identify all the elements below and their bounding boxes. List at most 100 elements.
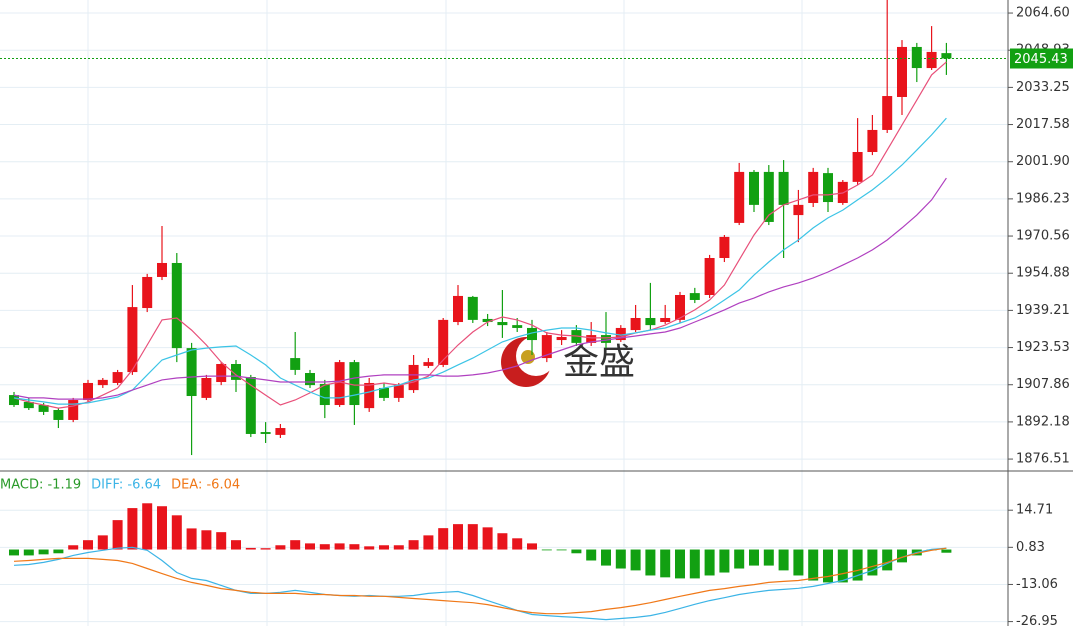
macd-bar (290, 540, 301, 550)
macd-bar (497, 533, 508, 550)
macd-bar (719, 549, 730, 573)
candle-body (852, 152, 863, 182)
candle-body (527, 327, 537, 341)
macd-bar (941, 549, 952, 553)
y-tick-label: 1970.56 (1016, 229, 1070, 244)
macd-bar (660, 549, 671, 578)
macd-bar (112, 520, 123, 550)
indicator-label: DEA: -6.04 (171, 478, 240, 493)
candle-body (216, 364, 227, 383)
macd-bar (127, 508, 138, 550)
line (13, 61, 947, 409)
candle-body (763, 171, 774, 222)
candle-body (186, 348, 197, 397)
macd-bar (23, 549, 34, 556)
candle-body (112, 372, 123, 383)
last-price-box (1010, 48, 1073, 69)
candle-body (467, 296, 478, 320)
macd-bar (97, 535, 108, 550)
macd-bar (275, 545, 286, 550)
candle-body (408, 364, 419, 391)
candle-body (334, 362, 345, 406)
candle-body (438, 319, 449, 365)
candle-body (379, 387, 389, 398)
line (13, 546, 947, 621)
macd-bar (482, 527, 493, 550)
y-tick-label: 14.71 (1016, 503, 1053, 518)
macd-bar (541, 549, 552, 551)
macd-bar (231, 540, 241, 550)
macd-bar (393, 545, 404, 550)
macd-bar (601, 549, 611, 566)
line (13, 177, 947, 400)
macd-bar (438, 528, 449, 550)
candle-body (630, 317, 641, 331)
candle-body (453, 295, 463, 323)
macd-bar (319, 544, 330, 550)
grid (87, 0, 803, 626)
candle-body (897, 46, 907, 97)
macd-bar (201, 530, 212, 550)
macd-bar (349, 544, 360, 550)
macd-bar (467, 524, 478, 550)
candle-body (704, 258, 715, 295)
y-tick-label: 1923.53 (1016, 340, 1070, 355)
candle-body (171, 262, 182, 349)
macd-bar (305, 543, 315, 550)
y-tick-label: 1907.86 (1016, 377, 1070, 392)
candle-body (675, 294, 685, 320)
y-tick-label: 1892.18 (1016, 414, 1070, 429)
candle-body (290, 358, 301, 370)
macd-bar (897, 549, 907, 563)
candle-body (245, 377, 256, 434)
candle-body (127, 307, 138, 373)
y-tick-label: 1954.88 (1016, 266, 1070, 281)
candle-body (260, 432, 271, 434)
candle-body (541, 335, 552, 359)
candle-body (305, 373, 315, 386)
candle-body (53, 410, 64, 420)
y-tick-label: 1986.23 (1016, 191, 1070, 206)
candle-body (586, 335, 597, 343)
y-tick-label: 2033.25 (1016, 80, 1070, 95)
macd-bar (808, 549, 819, 581)
candle-body (497, 322, 508, 326)
candle-body (749, 171, 759, 205)
candle-body (97, 379, 108, 386)
macd-bar (38, 549, 49, 555)
macd-bar (453, 524, 463, 550)
candle-body (823, 173, 833, 203)
y-tick-label: -13.06 (1016, 577, 1058, 592)
last-price-label: 2045.43 (1014, 52, 1068, 67)
macd-bar (778, 549, 789, 571)
macd-bar (216, 532, 227, 550)
candle-body (941, 53, 952, 59)
y-tick-label: -26.95 (1016, 614, 1058, 626)
candle-body (645, 317, 656, 326)
macd-bar (763, 549, 774, 566)
macd-bar (364, 546, 375, 550)
macd-bar (157, 506, 167, 550)
macd-bar (882, 549, 893, 571)
candle-body (319, 383, 330, 406)
candle-body (867, 129, 878, 153)
macd-bar (645, 549, 656, 576)
macd-bar (408, 540, 419, 550)
macd-bar (245, 547, 256, 550)
candle-body (793, 204, 804, 216)
macd-bar (527, 543, 537, 550)
candle-body (911, 46, 922, 69)
candle-body (142, 276, 153, 309)
indicator-label: DIFF: -6.64 (91, 478, 161, 493)
candle-body (778, 171, 789, 205)
macd-bar (142, 503, 153, 550)
macd-bar (615, 549, 626, 569)
candle-body (83, 382, 93, 401)
candle-body (231, 364, 241, 380)
macd-bar (630, 549, 641, 571)
macd-bar (423, 535, 434, 550)
candle-body (423, 362, 434, 366)
candle-body (660, 317, 671, 323)
macd-bar (260, 548, 271, 550)
